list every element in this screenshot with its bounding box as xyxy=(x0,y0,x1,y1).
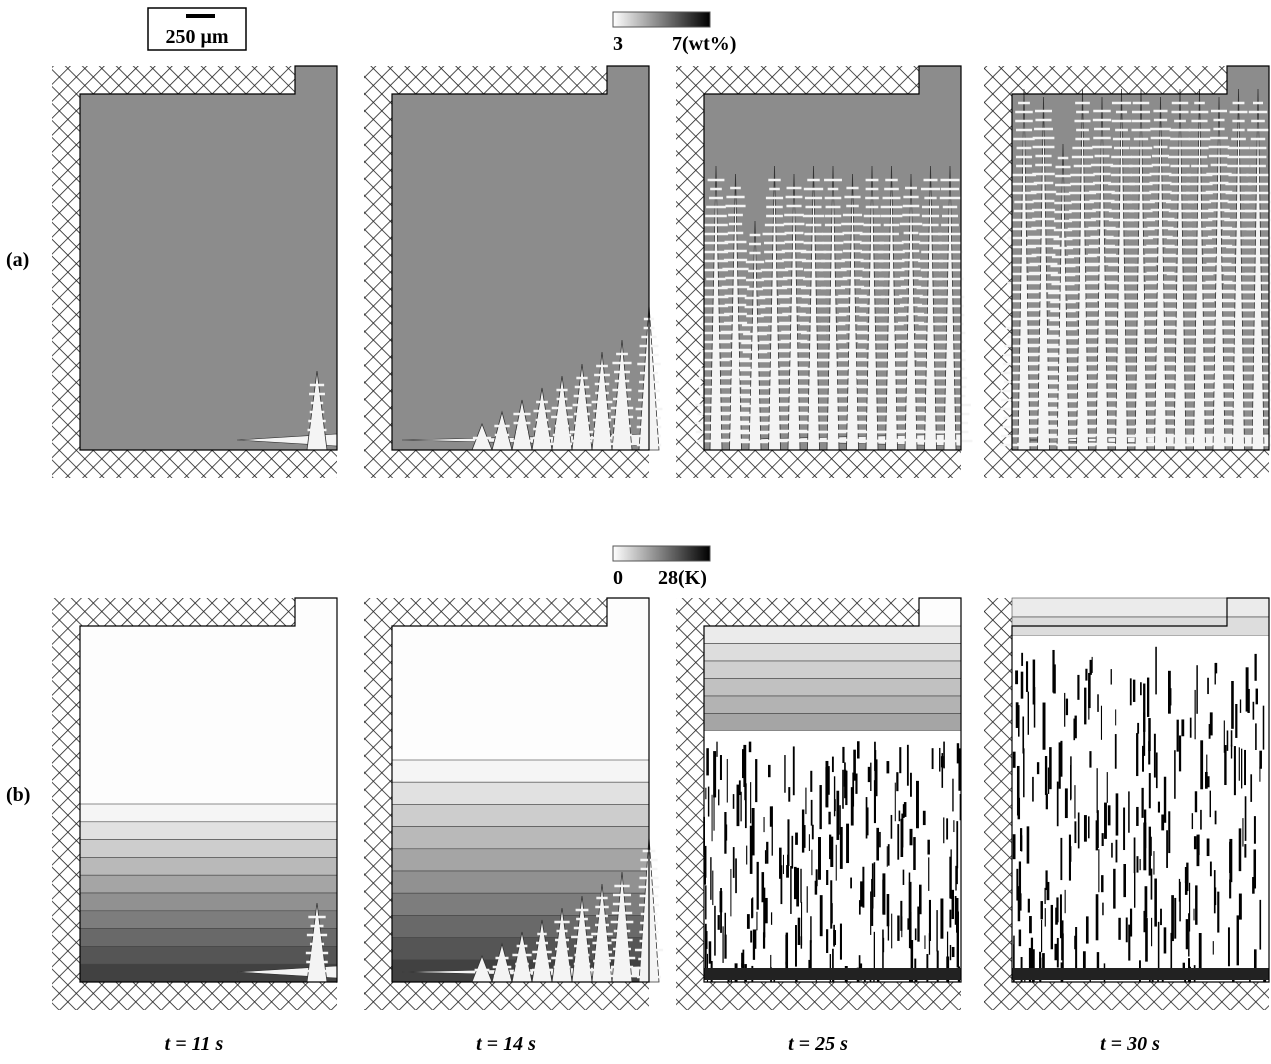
temperature-band xyxy=(704,661,961,679)
row-label: (b) xyxy=(6,784,30,806)
colorbar-min: 0 xyxy=(613,567,623,589)
scale-bar: 250 μm xyxy=(148,8,246,50)
temperature-band xyxy=(80,946,337,964)
panel xyxy=(52,66,337,478)
base-layer xyxy=(704,968,961,980)
temperature-band xyxy=(392,893,649,915)
panel-interior xyxy=(392,66,649,450)
temperature-band xyxy=(704,679,961,697)
colorbar-max: 7(wt%) xyxy=(672,33,736,55)
temperature-band xyxy=(80,857,337,875)
colorbar: 3 7(wt%) xyxy=(613,12,736,55)
temperature-band xyxy=(80,804,337,822)
panel xyxy=(676,66,972,478)
temperature-band xyxy=(392,782,649,804)
row-label: (a) xyxy=(6,249,29,271)
figure: 250 μm 3 7(wt%) 0 28(K) (a) (b) t = 11 s… xyxy=(0,0,1271,1064)
page: 250 μm 3 7(wt%) 0 28(K) (a) (b) t = 11 s… xyxy=(0,0,1271,1064)
scale-bar-label: 250 μm xyxy=(166,26,229,48)
temperature-band xyxy=(704,714,961,732)
panels xyxy=(52,66,1271,1010)
temperature-band xyxy=(392,804,649,826)
temperature-band xyxy=(392,849,649,871)
base-layer xyxy=(1012,968,1269,980)
temperature-band xyxy=(80,911,337,929)
temperature-band xyxy=(80,840,337,858)
temperature-band xyxy=(80,822,337,840)
colorbar-max: 28(K) xyxy=(658,567,707,589)
colorbar: 0 28(K) xyxy=(613,546,710,589)
time-label: t = 11 s xyxy=(165,1033,224,1055)
colorbar-min: 3 xyxy=(613,33,623,55)
panel xyxy=(364,598,663,1010)
panel-interior xyxy=(80,66,337,450)
temperature-band xyxy=(392,871,649,893)
temperature-band xyxy=(392,827,649,849)
time-label: t = 14 s xyxy=(476,1033,536,1055)
temperature-band xyxy=(1012,598,1269,617)
temperature-band xyxy=(80,929,337,947)
panel xyxy=(984,66,1271,478)
time-label: t = 25 s xyxy=(788,1033,848,1055)
temperature-band xyxy=(704,696,961,714)
temperature-band xyxy=(704,626,961,644)
time-label: t = 30 s xyxy=(1100,1033,1160,1055)
panel xyxy=(676,598,961,1010)
temperature-band xyxy=(80,893,337,911)
temperature-band xyxy=(392,760,649,782)
panel xyxy=(364,66,662,478)
temperature-band xyxy=(704,644,961,662)
temperature-band xyxy=(80,875,337,893)
panel xyxy=(52,598,337,1010)
panel xyxy=(984,598,1269,1010)
